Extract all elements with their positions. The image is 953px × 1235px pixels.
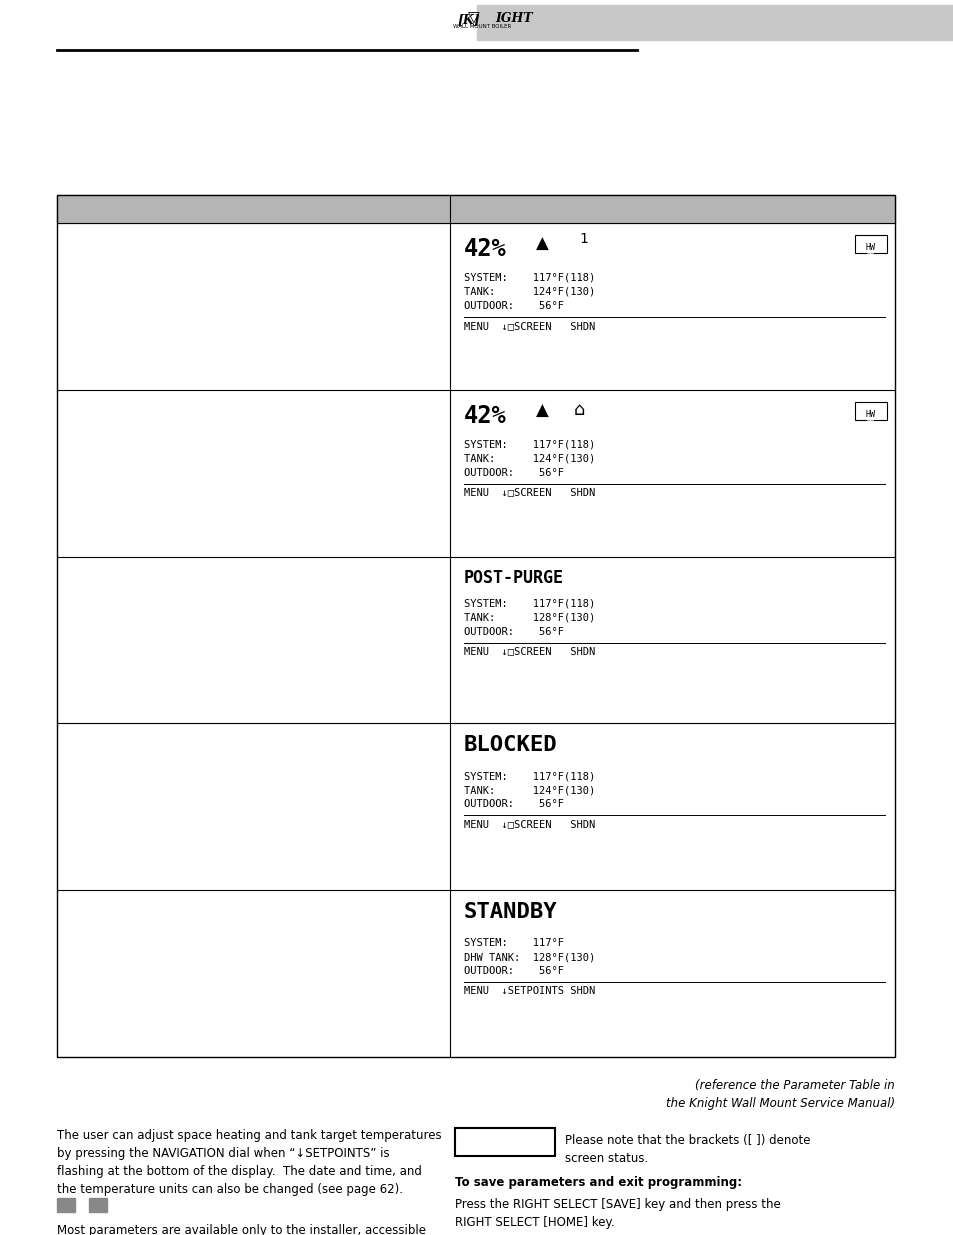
Text: MENU  ↓□SCREEN   SHDN: MENU ↓□SCREEN SHDN: [463, 488, 595, 498]
Text: 42%: 42%: [463, 237, 506, 261]
Text: (reference the Parameter Table in
the Knight Wall Mount Service Manual): (reference the Parameter Table in the Kn…: [665, 1079, 894, 1110]
Bar: [854, 235, 886, 253]
Text: OUTDOOR:    56°F: OUTDOOR: 56°F: [463, 626, 563, 636]
Text: TANK:      124°F(130): TANK: 124°F(130): [463, 453, 595, 464]
Text: HW: HW: [866, 417, 874, 424]
Text: ▲: ▲: [536, 235, 548, 253]
Text: OUTDOOR:    56°F: OUTDOOR: 56°F: [463, 468, 563, 478]
Text: MENU  ↓□SCREEN   SHDN: MENU ↓□SCREEN SHDN: [463, 819, 595, 830]
Text: OUTDOOR:    56°F: OUTDOOR: 56°F: [463, 301, 563, 311]
Text: MENU  ↓□SCREEN   SHDN: MENU ↓□SCREEN SHDN: [463, 321, 595, 331]
Text: SYSTEM:    117°F: SYSTEM: 117°F: [463, 939, 563, 948]
Text: IGHT: IGHT: [495, 11, 532, 25]
Text: SYSTEM:    117°F(118): SYSTEM: 117°F(118): [463, 440, 595, 450]
Text: SYSTEM:    117°F(118): SYSTEM: 117°F(118): [463, 772, 595, 782]
Text: The user can adjust space heating and tank target temperatures
by pressing the N: The user can adjust space heating and ta…: [57, 1129, 441, 1195]
Text: TANK:      124°F(130): TANK: 124°F(130): [463, 785, 595, 795]
Text: SYSTEM:    117°F(118): SYSTEM: 117°F(118): [463, 273, 595, 283]
Text: Press the RIGHT SELECT [SAVE] key and then press the
RIGHT SELECT [HOME] key.: Press the RIGHT SELECT [SAVE] key and th…: [455, 1198, 780, 1229]
Text: WALL MOUNT BOILER: WALL MOUNT BOILER: [453, 23, 511, 28]
Text: To save parameters and exit programming:: To save parameters and exit programming:: [455, 1176, 741, 1189]
Text: Please note that the brackets ([ ]) denote
screen status.: Please note that the brackets ([ ]) deno…: [564, 1134, 810, 1165]
Text: DHW TANK:  128°F(130): DHW TANK: 128°F(130): [463, 952, 595, 962]
Text: MENU  ↓□SCREEN   SHDN: MENU ↓□SCREEN SHDN: [463, 647, 595, 657]
Text: BLOCKED: BLOCKED: [463, 735, 558, 756]
Text: ▲: ▲: [536, 401, 548, 420]
Bar: [89, 1198, 107, 1212]
Text: SYSTEM:    117°F(118): SYSTEM: 117°F(118): [463, 599, 595, 609]
Text: TANK:      124°F(130): TANK: 124°F(130): [463, 287, 595, 296]
Text: ⌂: ⌂: [574, 401, 585, 419]
Text: [K]: [K]: [457, 14, 479, 26]
Bar: [57, 1198, 75, 1212]
Text: POST-PURGE: POST-PURGE: [463, 568, 563, 587]
Bar: [455, 1128, 555, 1156]
Text: STANDBY: STANDBY: [463, 903, 558, 923]
Text: HW: HW: [865, 243, 875, 252]
Text: MENU  ↓SETPOINTS SHDN: MENU ↓SETPOINTS SHDN: [463, 987, 595, 997]
Text: OUTDOOR:    56°F: OUTDOOR: 56°F: [463, 966, 563, 976]
Bar: [476, 5, 953, 40]
Bar: [57, 195, 894, 1057]
Text: 1: 1: [578, 232, 587, 246]
Bar: [57, 195, 894, 224]
Text: HW: HW: [865, 410, 875, 419]
Text: HW: HW: [866, 251, 874, 257]
Text: Most parameters are available only to the installer, accessible
by entering the : Most parameters are available only to th…: [57, 1224, 426, 1235]
Text: TANK:      128°F(130): TANK: 128°F(130): [463, 613, 595, 622]
Bar: [854, 401, 886, 420]
Text: OUTDOOR:    56°F: OUTDOOR: 56°F: [463, 799, 563, 809]
Text: ▽: ▽: [468, 11, 479, 26]
Text: 42%: 42%: [463, 404, 506, 427]
